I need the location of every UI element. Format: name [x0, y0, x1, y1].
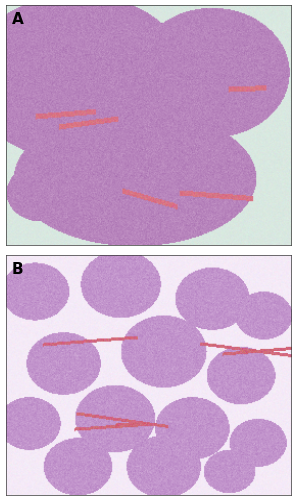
- Text: A: A: [12, 12, 23, 27]
- Text: B: B: [12, 262, 23, 277]
